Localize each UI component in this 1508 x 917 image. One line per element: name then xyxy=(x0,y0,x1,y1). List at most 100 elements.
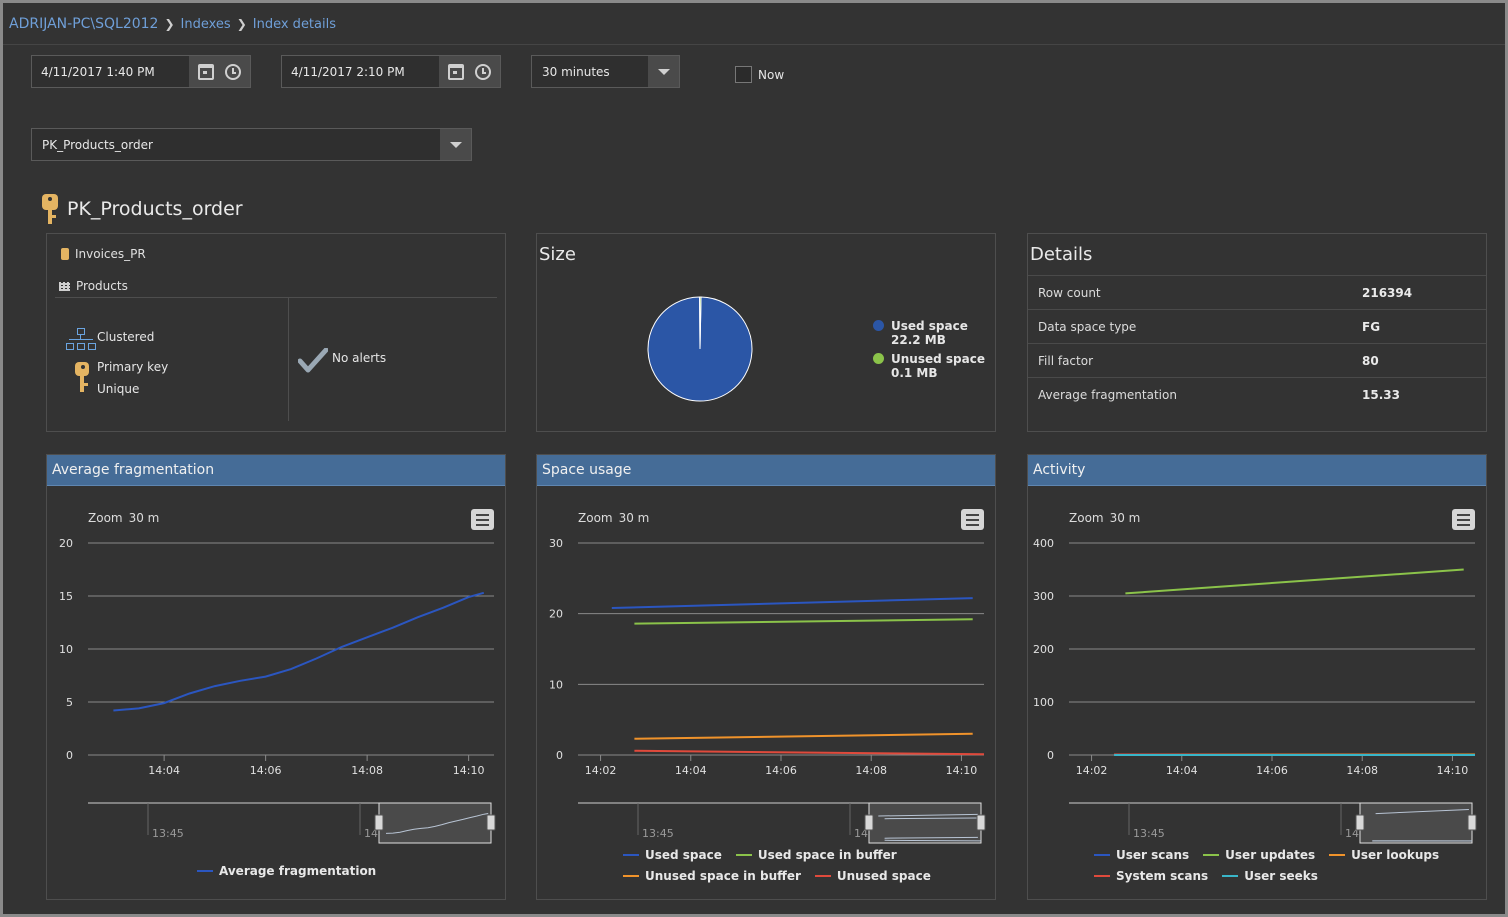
legend-item-user-updates[interactable]: User updates xyxy=(1203,846,1315,864)
navigator-selection[interactable] xyxy=(1359,802,1473,844)
y-tick-label: 20 xyxy=(59,537,73,550)
zoom-30m-button[interactable]: 30 m xyxy=(1109,511,1141,525)
y-tick-label: 10 xyxy=(549,678,563,691)
checkmark-icon xyxy=(298,348,328,373)
now-checkbox-group[interactable]: Now xyxy=(735,66,784,83)
navigator-handle[interactable] xyxy=(486,814,496,831)
legend-item-used-space-in-buffer[interactable]: Used space in buffer xyxy=(735,846,897,864)
start-datetime-input[interactable]: 4/11/2017 1:40 PM xyxy=(41,64,155,79)
series-line-unused-space[interactable] xyxy=(634,749,985,756)
x-tick-label: 14:04 xyxy=(1166,764,1198,777)
navigator-series xyxy=(884,839,982,842)
navigator-selection[interactable] xyxy=(868,802,982,844)
legend-used-space[interactable]: Used space 22.2 MB xyxy=(873,319,985,347)
chart-menu-button[interactable] xyxy=(1452,509,1475,530)
x-tick-label: 14:04 xyxy=(148,764,180,777)
legend-label: Unused space in buffer xyxy=(645,869,801,883)
legend-item-user-lookups[interactable]: User lookups xyxy=(1329,846,1439,864)
legend-label: Used space xyxy=(645,848,722,862)
navigator-handle[interactable] xyxy=(864,814,874,831)
details-value: FG xyxy=(1362,320,1381,334)
details-row: Average fragmentation 15.33 xyxy=(1028,377,1486,411)
header-divider xyxy=(3,44,1505,45)
breadcrumb-indexes[interactable]: Indexes xyxy=(180,16,231,32)
space-usage-chart-panel: Space usage Zoom 30 m 0 10 20 30 14:02 14:04 14… xyxy=(536,454,996,900)
x-tick-label: 14:06 xyxy=(765,764,797,777)
legend-item-used-space[interactable]: Used space xyxy=(623,846,722,864)
interval-select[interactable]: 30 minutes xyxy=(531,55,680,88)
x-tick-label: 14:02 xyxy=(585,764,617,777)
details-key: Data space type xyxy=(1038,320,1137,334)
divider xyxy=(288,298,289,421)
chevron-right-icon: ❯ xyxy=(164,17,175,31)
navigator-handle[interactable] xyxy=(1467,814,1477,831)
clock-icon[interactable] xyxy=(224,63,241,80)
navigator-handle[interactable] xyxy=(1355,814,1365,831)
pie-slice-unused-space[interactable] xyxy=(699,296,702,350)
x-tick-label: 14:10 xyxy=(946,764,978,777)
legend-label: User updates xyxy=(1225,848,1316,862)
legend-swatch xyxy=(197,870,213,872)
details-key: Row count xyxy=(1038,286,1101,300)
chevron-down-icon xyxy=(449,141,462,148)
table-icon xyxy=(59,281,70,291)
calendar-icon[interactable] xyxy=(448,63,465,80)
navigator-series xyxy=(884,836,978,839)
legend-item-unused-space-in-buffer[interactable]: Unused space in buffer xyxy=(623,867,801,885)
zoom-30m-button[interactable]: 30 m xyxy=(128,511,160,525)
legend-label: Unused space xyxy=(891,352,985,366)
zoom-control[interactable]: Zoom 30 m xyxy=(88,511,159,525)
unique-label: Unique xyxy=(97,382,140,396)
now-checkbox[interactable] xyxy=(735,66,752,83)
zoom-control[interactable]: Zoom 30 m xyxy=(578,511,649,525)
calendar-icon[interactable] xyxy=(198,63,215,80)
end-datetime-picker[interactable]: 4/11/2017 2:10 PM xyxy=(281,55,501,88)
navigator-handle[interactable] xyxy=(976,814,986,831)
index-select-value: PK_Products_order xyxy=(42,137,153,152)
navigator-label: 13:45 xyxy=(1133,827,1165,840)
key-icon xyxy=(41,194,59,224)
chart-menu-button[interactable] xyxy=(471,509,494,530)
chart-menu-button[interactable] xyxy=(961,509,984,530)
series-line-user-updates[interactable] xyxy=(1125,568,1464,595)
x-tick-label: 14:10 xyxy=(453,764,485,777)
clock-icon[interactable] xyxy=(474,63,491,80)
navigator-label: 13:45 xyxy=(152,827,184,840)
activity-chart-panel: Activity Zoom 30 m 0 100 200 300 400 14:02 14:0… xyxy=(1027,454,1487,900)
legend-item-user-seeks[interactable]: User seeks xyxy=(1222,867,1318,885)
breadcrumb-index-details[interactable]: Index details xyxy=(252,16,336,32)
legend-swatch xyxy=(623,854,639,856)
breadcrumb-server[interactable]: ADRIJAN-PC\SQL2012 xyxy=(9,16,159,32)
series-line-average-fragmentation[interactable] xyxy=(113,591,485,712)
start-datetime-picker[interactable]: 4/11/2017 1:40 PM xyxy=(31,55,251,88)
legend-swatch xyxy=(1094,854,1110,856)
zoom-label: Zoom xyxy=(1069,511,1104,525)
x-tick-label: 14:10 xyxy=(1437,764,1469,777)
y-tick-label: 0 xyxy=(556,749,563,762)
y-tick-label: 400 xyxy=(1033,537,1054,550)
legend-item-system-scans[interactable]: System scans xyxy=(1094,867,1208,885)
index-select[interactable]: PK_Products_order xyxy=(31,128,472,161)
legend-dot xyxy=(873,320,884,331)
series-line-used-space[interactable] xyxy=(611,597,973,609)
database-icon xyxy=(61,248,69,260)
legend-label: User seeks xyxy=(1244,869,1318,883)
end-datetime-input[interactable]: 4/11/2017 2:10 PM xyxy=(291,64,405,79)
clustered-index-icon xyxy=(66,328,96,352)
breadcrumb: ADRIJAN-PC\SQL2012 ❯ Indexes ❯ Index det… xyxy=(9,13,336,35)
zoom-30m-button[interactable]: 30 m xyxy=(618,511,650,525)
fragmentation-legend: Average fragmentation xyxy=(197,861,390,878)
navigator-selection[interactable] xyxy=(378,802,492,844)
legend-dot xyxy=(873,353,884,364)
legend-unused-space[interactable]: Unused space 0.1 MB xyxy=(873,352,985,380)
legend-item-unused-space[interactable]: Unused space xyxy=(814,867,931,885)
index-info-panel: Invoices_PR Products Clustered Primary k… xyxy=(46,233,506,432)
legend-item-user-scans[interactable]: User scans xyxy=(1094,846,1189,864)
navigator-series xyxy=(884,817,978,820)
series-line-used-space-in-buffer[interactable] xyxy=(634,618,973,625)
legend-item-average-fragmentation[interactable]: Average fragmentation xyxy=(197,864,376,878)
zoom-control[interactable]: Zoom 30 m xyxy=(1069,511,1140,525)
series-line-unused-space-in-buffer[interactable] xyxy=(634,732,973,740)
navigator-handle[interactable] xyxy=(374,814,384,831)
